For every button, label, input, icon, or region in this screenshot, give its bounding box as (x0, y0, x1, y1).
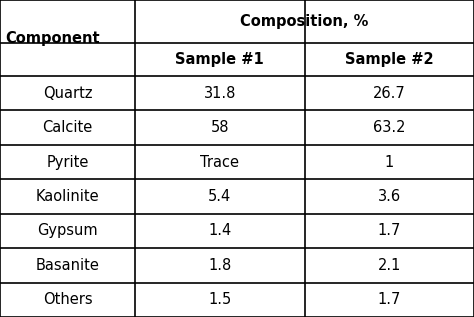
Text: 31.8: 31.8 (204, 86, 236, 101)
Text: 58: 58 (210, 120, 229, 135)
Text: Component: Component (6, 30, 100, 46)
Text: Quartz: Quartz (43, 86, 92, 101)
Text: 1.4: 1.4 (208, 223, 231, 238)
Text: Sample #1: Sample #1 (175, 52, 264, 67)
Text: 26.7: 26.7 (373, 86, 406, 101)
Text: 1.5: 1.5 (208, 292, 231, 307)
Text: Kaolinite: Kaolinite (36, 189, 100, 204)
Text: Others: Others (43, 292, 92, 307)
Text: 63.2: 63.2 (373, 120, 406, 135)
Text: Sample #2: Sample #2 (345, 52, 434, 67)
Text: 1: 1 (384, 155, 394, 170)
Text: 1.8: 1.8 (208, 258, 231, 273)
Text: 3.6: 3.6 (378, 189, 401, 204)
Text: Trace: Trace (201, 155, 239, 170)
Text: 1.7: 1.7 (378, 292, 401, 307)
Text: 5.4: 5.4 (208, 189, 231, 204)
Text: Composition, %: Composition, % (240, 14, 369, 29)
Text: Gypsum: Gypsum (37, 223, 98, 238)
Text: 1.7: 1.7 (378, 223, 401, 238)
Text: Basanite: Basanite (36, 258, 100, 273)
Text: Pyrite: Pyrite (46, 155, 89, 170)
Text: 2.1: 2.1 (378, 258, 401, 273)
Text: Calcite: Calcite (42, 120, 93, 135)
